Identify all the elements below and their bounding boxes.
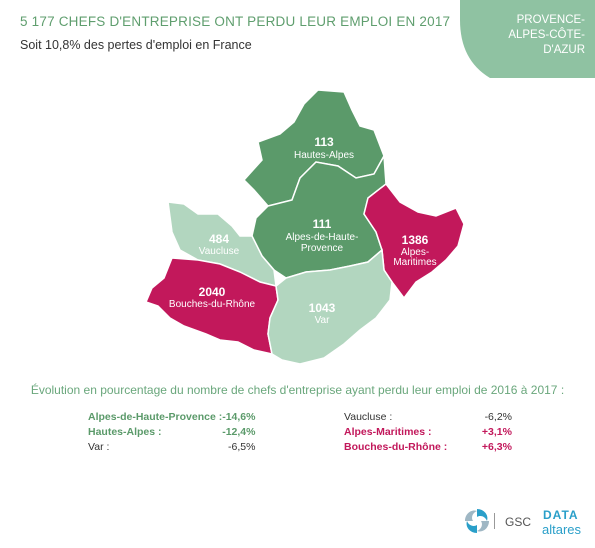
vaucluse-name: Vaucluse (199, 246, 240, 257)
evolution-row: Hautes-Alpes : -12,4% (88, 425, 255, 440)
department-var[interactable] (267, 248, 393, 365)
region-corner-shape (460, 0, 595, 78)
evolution-row: Alpes-Maritimes : +3,1% (344, 425, 512, 440)
department-name: Hautes-Alpes : (88, 425, 162, 438)
alpes-maritimes-value: 1386 (402, 233, 429, 247)
evolution-value: -6,5% (228, 440, 256, 453)
department-alpes-maritimes[interactable] (363, 182, 465, 300)
region-name-line: ALPES-CÔTE- (508, 29, 585, 41)
footer-separator (494, 513, 495, 529)
region-name-line: D'AZUR (543, 44, 585, 56)
region-name: PROVENCE- ALPES-CÔTE- D'AZUR (465, 13, 585, 58)
department-vaucluse[interactable] (167, 201, 277, 287)
department-name: Var : (88, 440, 110, 453)
evolution-value: +3,1% (481, 425, 512, 438)
department-name: Vaucluse : (344, 410, 393, 423)
department-map: 113 Hautes-Alpes 111 Alpes-de-Haute- Pro… (144, 89, 465, 365)
department-name: Bouches-du-Rhône : (344, 440, 448, 453)
evolution-row: Bouches-du-Rhône : +6,3% (344, 440, 512, 455)
department-name: Alpes-Maritimes : (344, 425, 432, 438)
bouches-du-rhone-value: 2040 (199, 285, 226, 299)
evolution-row: Var : -6,5% (88, 440, 255, 455)
department-name: Alpes-de-Haute-Provence : (88, 410, 223, 423)
alpes-maritimes-name: Alpes- (401, 247, 429, 258)
department-bouches-du-rhone[interactable] (144, 257, 279, 355)
evolution-value: +6,3% (481, 440, 512, 453)
var-name: Var (315, 315, 330, 326)
vaucluse-value: 484 (209, 232, 229, 246)
bouches-du-rhone-name: Bouches-du-Rhône (169, 299, 256, 310)
evolution-row: Alpes-de-Haute-Provence : -14,6% (88, 410, 255, 425)
page-subtitle: Soit 10,8% des pertes d'emploi en France (20, 38, 252, 52)
gsc-logo-icon (465, 509, 489, 533)
evolution-title: Évolution en pourcentage du nombre de ch… (30, 383, 565, 397)
evolution-value: -12,4% (222, 425, 256, 438)
var-value: 1043 (309, 301, 336, 315)
hautes-alpes-value: 113 (314, 135, 334, 149)
alpes-de-haute-provence-value: 111 (313, 217, 332, 231)
gsc-logo-text: GSC (505, 515, 532, 529)
page-title: 5 177 CHEFS D'ENTREPRISE ONT PERDU LEUR … (20, 14, 451, 29)
alpes-maritimes-name: Maritimes (393, 257, 436, 268)
altares-logo-text: altares (542, 522, 582, 537)
region-name-line: PROVENCE- (516, 14, 585, 26)
evolution-table-left: Alpes-de-Haute-Provence : -14,6% Hautes-… (88, 410, 255, 455)
hautes-alpes-name: Hautes-Alpes (294, 150, 354, 161)
data-logo-text: DATA (543, 508, 579, 522)
evolution-value: -14,6% (222, 410, 256, 423)
evolution-value: -6,2% (484, 410, 512, 423)
alpes-de-haute-provence-name: Provence (301, 243, 344, 254)
evolution-table-right: Vaucluse : -6,2% Alpes-Maritimes : +3,1%… (344, 410, 512, 455)
alpes-de-haute-provence-name: Alpes-de-Haute- (286, 232, 359, 243)
evolution-row: Vaucluse : -6,2% (344, 410, 512, 425)
